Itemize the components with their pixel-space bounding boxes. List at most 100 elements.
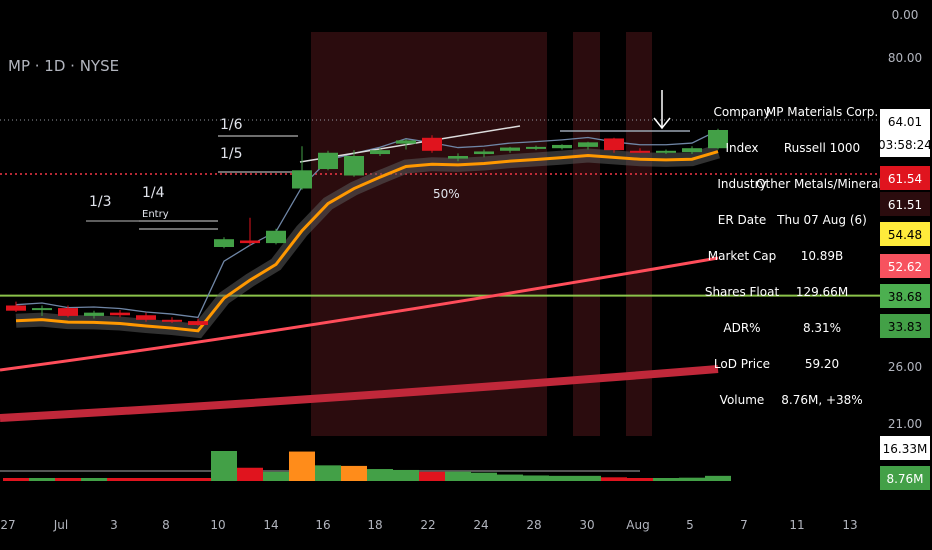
- volume-bar-14: [367, 469, 393, 481]
- info-label-5: Shares Float: [705, 285, 780, 299]
- volume-bar-18: [471, 472, 497, 481]
- candle-body-15: [396, 140, 416, 144]
- volume-badge-text-0: 16.33M: [883, 442, 928, 456]
- arrow-marker: [653, 90, 671, 130]
- time-axis-label-2: 3: [110, 518, 118, 532]
- info-value-4: 10.89B: [801, 249, 844, 263]
- price-axis-label-0: 0.00: [892, 8, 919, 22]
- price-badge-1: [880, 166, 930, 190]
- sma-dark-line: [0, 365, 719, 422]
- price-badge-sub-0: 03:58:24: [878, 138, 932, 152]
- candle-body-5: [136, 315, 156, 320]
- volume-bar-22: [575, 475, 601, 481]
- price-badge-text-6: 33.83: [888, 320, 922, 334]
- price-axis-label-1: 80.00: [888, 51, 922, 65]
- volume-bar-25: [653, 478, 679, 481]
- volume-bar-21: [549, 475, 575, 481]
- info-label-6: ADR%: [723, 321, 760, 335]
- info-label-7: LoD Price: [714, 357, 770, 371]
- level-1-3-label: 1/3: [89, 194, 112, 210]
- volume-bar-15: [393, 469, 419, 481]
- price-axis[interactable]: 0.00 80.00 26.00 21.00 64.01 03:58:24 61.54 61.…: [878, 8, 932, 490]
- volume-bar-6: [159, 478, 185, 481]
- price-badge-2: [880, 192, 930, 216]
- volume-badge-1: [880, 466, 930, 490]
- time-axis-label-12: Aug: [626, 518, 649, 532]
- down-arrow-icon: [653, 90, 671, 130]
- candle-body-16: [422, 137, 442, 151]
- candle-body-13: [344, 156, 364, 176]
- candle-body-10: [266, 230, 286, 244]
- info-label-3: ER Date: [718, 213, 766, 227]
- candle-body-6: [162, 319, 182, 322]
- price-badge-text-4: 52.62: [888, 260, 922, 274]
- shade-block-1: [573, 32, 600, 436]
- candle-body-14: [370, 150, 390, 155]
- candle-body-12: [318, 152, 338, 169]
- time-axis-label-16: 13: [842, 518, 857, 532]
- volume-bar-13: [341, 465, 367, 481]
- level-markers: 1/3 1/4 Entry 1/5 1/6 50%: [86, 117, 521, 230]
- level-1-4-label: 1/4: [142, 185, 165, 201]
- info-label-0: Company: [713, 105, 770, 119]
- moving-averages: [0, 129, 720, 422]
- volume-bar-24: [627, 478, 653, 481]
- volume-bar-1: [29, 478, 55, 481]
- info-value-6: 8.31%: [803, 321, 841, 335]
- volume-bar-9: [237, 467, 263, 481]
- info-label-8: Volume: [720, 393, 765, 407]
- candle-body-8: [214, 239, 234, 247]
- time-axis-label-5: 14: [263, 518, 278, 532]
- info-value-1: Russell 1000: [784, 141, 860, 155]
- entry-label: Entry: [142, 209, 169, 220]
- candle-body-19: [500, 147, 520, 151]
- info-value-5: 129.66M: [796, 285, 848, 299]
- candle-body-0: [6, 305, 26, 311]
- price-badge-text-1: 61.54: [888, 172, 922, 186]
- price-badge-text-0: 64.01: [888, 115, 922, 129]
- price-badge-text-2: 61.51: [888, 198, 922, 212]
- info-value-8: 8.76M, +38%: [781, 393, 862, 407]
- price-badge-text-5: 38.68: [888, 290, 922, 304]
- price-badge-4: [880, 254, 930, 278]
- volume-bar-3: [81, 478, 107, 481]
- info-value-0: MP Materials Corp.: [766, 105, 878, 119]
- price-axis-label-2: 26.00: [888, 360, 922, 374]
- time-axis-label-15: 11: [789, 518, 804, 532]
- candle-body-9: [240, 240, 260, 244]
- volume-bar-20: [523, 475, 549, 481]
- price-axis-label-3: 21.00: [888, 417, 922, 431]
- volume-bar-4: [107, 478, 133, 481]
- volume-bar-2: [55, 478, 81, 481]
- price-badge-5: [880, 284, 930, 308]
- candle-body-24: [630, 150, 650, 153]
- time-axis-label-6: 16: [315, 518, 330, 532]
- level-1-6-label: 1/6: [220, 117, 243, 133]
- time-axis-label-4: 10: [210, 518, 225, 532]
- candle-body-26: [682, 148, 702, 153]
- time-axis-label-10: 28: [526, 518, 541, 532]
- time-axis-label-8: 22: [420, 518, 435, 532]
- volume-bars: [0, 451, 731, 481]
- volume-bar-10: [263, 471, 289, 481]
- time-axis-label-1: Jul: [53, 518, 68, 532]
- level-1-5-label: 1/5: [220, 146, 243, 162]
- volume-bar-5: [133, 478, 159, 481]
- volume-badge-0: [880, 436, 930, 460]
- time-axis-label-3: 8: [162, 518, 170, 532]
- candle-body-18: [474, 151, 494, 155]
- volume-bar-19: [497, 474, 523, 481]
- candles: [6, 128, 728, 326]
- time-axis-label-9: 24: [473, 518, 488, 532]
- time-axis[interactable]: 27 Jul 3 8 10 14 16 18 22 24 28 30 Aug 5 7 11 13: [0, 518, 857, 532]
- volume-bar-8: [211, 451, 237, 481]
- price-badge-6: [880, 314, 930, 338]
- candle-body-21: [552, 144, 572, 149]
- info-value-7: 59.20: [805, 357, 839, 371]
- volume-bar-23: [601, 477, 627, 481]
- volume-bar-17: [445, 471, 471, 481]
- sma-red-line: [0, 256, 719, 372]
- candle-body-7: [188, 321, 208, 325]
- volume-bar-26: [679, 477, 705, 481]
